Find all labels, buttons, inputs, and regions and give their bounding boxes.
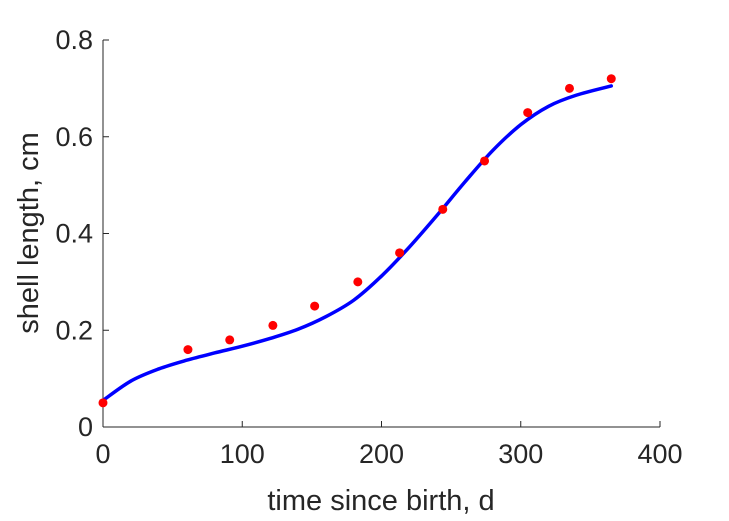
data-point (98, 398, 108, 408)
data-point (564, 83, 574, 93)
x-tick-label: 400 (637, 439, 682, 469)
y-tick-label: 0.4 (55, 219, 93, 249)
y-ticks: 0 0.2 0.4 0.6 0.8 (55, 25, 109, 442)
data-point (395, 248, 405, 258)
data-point (225, 335, 235, 345)
data-point (268, 320, 278, 330)
y-axis-label: shell length, cm (13, 132, 45, 334)
data-point (310, 301, 320, 311)
series-layer (98, 74, 616, 408)
x-ticks: 0 100 200 300 400 (95, 421, 683, 469)
x-tick-label: 100 (220, 439, 265, 469)
data-point (183, 345, 193, 355)
data-point (353, 277, 363, 287)
fit-line (101, 84, 614, 403)
data-point (480, 156, 490, 166)
y-tick-label: 0.2 (55, 315, 93, 345)
x-axis-label: time since birth, d (267, 485, 494, 517)
y-tick-label: 0.8 (55, 25, 93, 55)
x-tick-label: 0 (95, 439, 110, 469)
plot-area (102, 40, 660, 428)
x-tick-label: 300 (498, 439, 543, 469)
data-point (523, 108, 533, 118)
x-tick-label: 200 (359, 439, 404, 469)
data-point (438, 204, 448, 214)
y-tick-label: 0 (78, 412, 93, 442)
data-point (606, 74, 616, 84)
y-tick-label: 0.6 (55, 122, 93, 152)
